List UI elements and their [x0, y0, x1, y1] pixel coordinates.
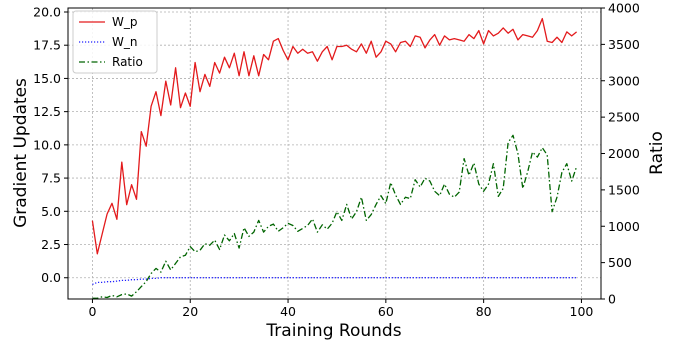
- y-tick-label: 10.0: [33, 137, 61, 152]
- y2-tick-label: 3500: [608, 37, 640, 52]
- y2-tick-label: 2000: [608, 146, 640, 161]
- y-tick-label: 0.0: [41, 270, 61, 285]
- series-line-w-n: [92, 277, 577, 286]
- series-line-ratio: [92, 134, 578, 299]
- x-axis-label: Training Rounds: [265, 321, 401, 341]
- y-tick-label: 15.0: [33, 71, 61, 86]
- y2-tick-label: 1000: [608, 219, 640, 234]
- y2-tick-label: 1500: [608, 182, 640, 197]
- y2-axis-ticks: 0 500 1000 1500 2000 2500 3000 3500 4000: [601, 1, 640, 307]
- y2-tick-label: 0: [608, 292, 616, 307]
- y-tick-label: 20.0: [33, 4, 61, 19]
- x-tick-label: 80: [476, 304, 492, 319]
- x-tick-label: 40: [280, 304, 296, 319]
- y-tick-label: 5.0: [41, 204, 61, 219]
- y-axis-label: Gradient Updates: [11, 78, 31, 228]
- y-axis-ticks: 0.0 2.5 5.0 7.5 10.0 12.5 15.0 17.5 20.0: [33, 4, 68, 285]
- y2-tick-label: 4000: [608, 1, 640, 16]
- x-tick-label: 100: [570, 304, 594, 319]
- series-line-w-p: [91, 17, 578, 255]
- y2-tick-label: 2500: [608, 110, 640, 125]
- y-tick-label: 17.5: [33, 38, 61, 53]
- x-axis-ticks: 0 20 40 60 80 100: [88, 299, 593, 319]
- legend-label-w-n: W_n: [112, 35, 137, 49]
- y2-axis-label: Ratio: [647, 131, 667, 175]
- y-tick-label: 2.5: [41, 237, 61, 252]
- legend-box: [72, 10, 158, 74]
- series-layer: [91, 17, 578, 299]
- legend-label-ratio: Ratio: [112, 55, 143, 69]
- y2-tick-label: 500: [608, 255, 632, 270]
- y-tick-label: 12.5: [33, 104, 61, 119]
- y2-tick-label: 3000: [608, 73, 640, 88]
- x-tick-label: 60: [378, 304, 394, 319]
- x-tick-label: 0: [88, 304, 96, 319]
- legend-label-w-p: W_p: [112, 15, 137, 29]
- legend: W_p W_n Ratio: [72, 10, 158, 74]
- x-tick-label: 20: [182, 304, 198, 319]
- y-tick-label: 7.5: [41, 171, 61, 186]
